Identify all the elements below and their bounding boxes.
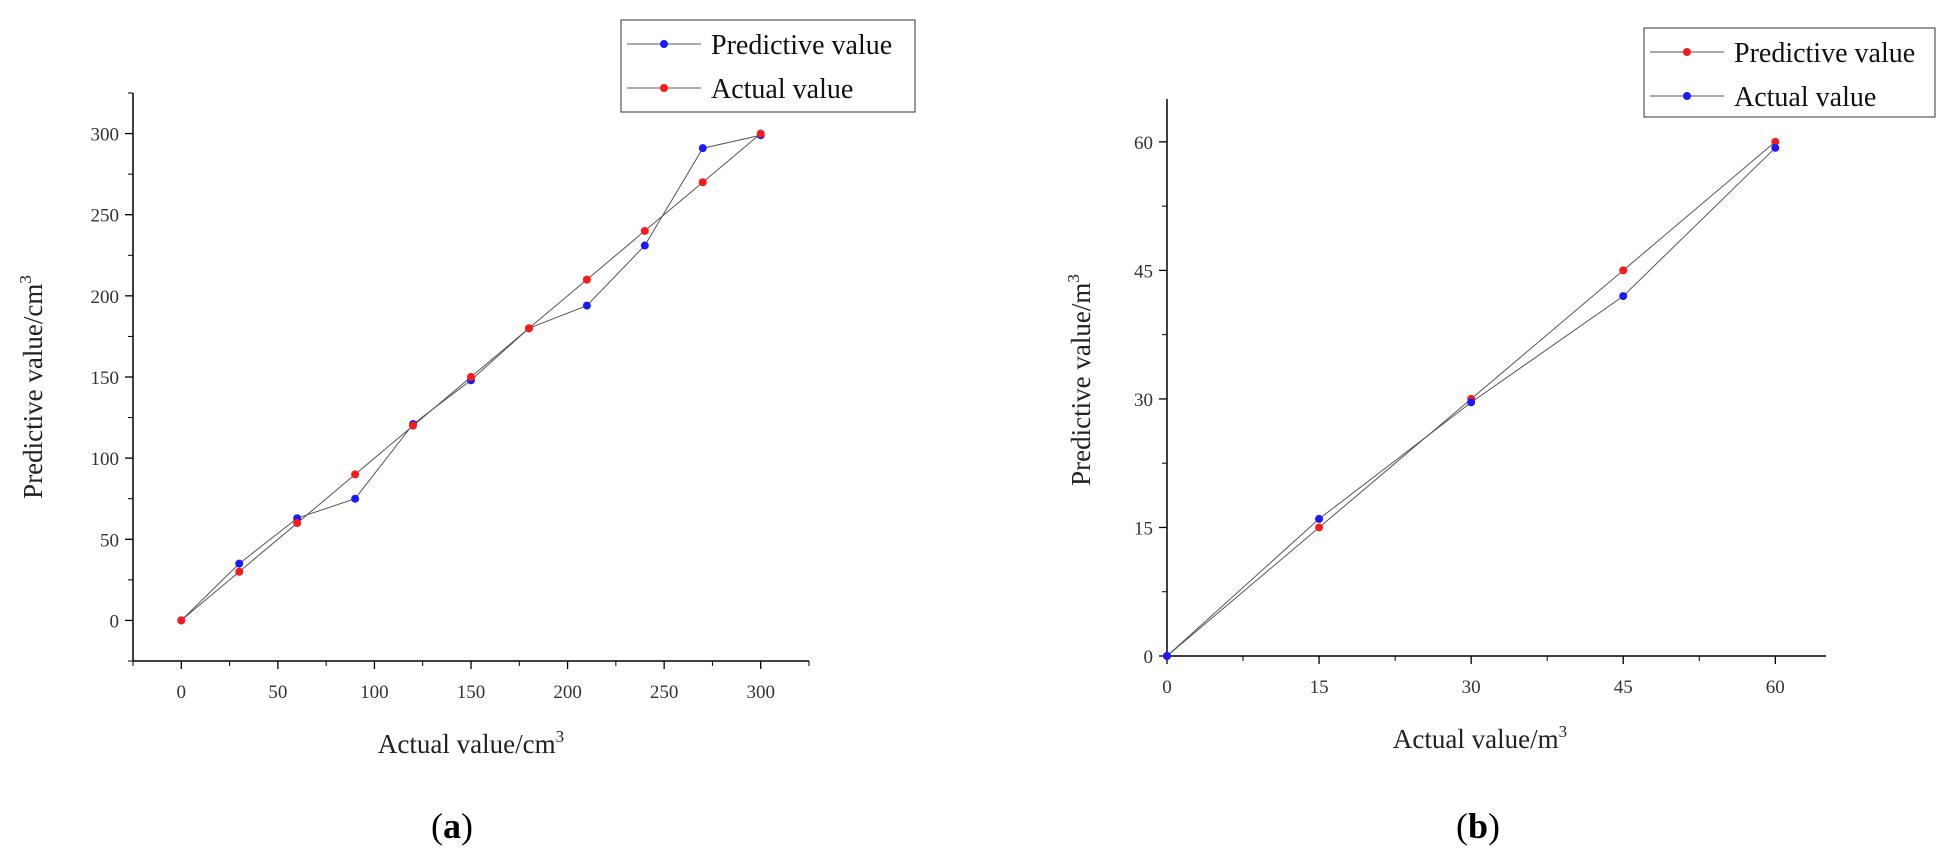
data-point	[640, 241, 649, 250]
panel-caption: (b)	[1456, 806, 1500, 846]
x-tick-label: 30	[1462, 677, 1481, 698]
y-tick-label: 250	[91, 206, 120, 227]
y-tick-label: 60	[1134, 133, 1153, 154]
chart-panel-a: 0 50 100 150 200 250 300 0 50 100 150 200 250 300 Actu…	[16, 19, 916, 846]
data-point	[1771, 143, 1780, 152]
x-axis-title-text: Actual value/m	[1393, 724, 1559, 754]
x-tick-label: 150	[457, 682, 486, 703]
data-point	[698, 144, 707, 153]
x-tick-label: 60	[1766, 677, 1785, 698]
legend: Predictive value Actual value	[620, 19, 916, 113]
data-point	[351, 470, 360, 479]
data-point	[1315, 523, 1324, 532]
legend-box	[1643, 27, 1936, 118]
panel-caption: (a)	[431, 806, 473, 846]
y-tick-label: 45	[1134, 261, 1153, 282]
data-point	[235, 567, 244, 576]
legend-label: Predictive value	[1734, 38, 1915, 69]
y-axis-title: Predictive value/m3	[1064, 274, 1096, 486]
x-axis-title-text: Actual value/cm	[378, 729, 556, 759]
y-axis-title-superscript: 3	[1064, 274, 1083, 283]
y-axis-title-text: Predictive value/m	[1066, 283, 1096, 486]
legend-marker	[1683, 48, 1691, 56]
x-axis-title: Actual value/m3	[1393, 722, 1567, 754]
legend: Predictive value Actual value	[1643, 27, 1936, 118]
y-axis-title-superscript: 3	[16, 275, 35, 284]
data-point	[293, 519, 302, 528]
y-axis-title-text: Predictive value/cm	[18, 284, 48, 499]
y-tick-label: 100	[91, 449, 120, 470]
x-tick-label: 50	[268, 682, 287, 703]
y-tick-label: 200	[91, 287, 120, 308]
y-tick-label: 0	[110, 611, 120, 632]
legend-label: Actual value	[711, 74, 853, 105]
data-point	[582, 275, 591, 284]
data-point	[1467, 398, 1476, 407]
data-point	[640, 226, 649, 235]
panel-caption-close: )	[1488, 806, 1500, 846]
legend-box	[620, 19, 916, 113]
data-point	[409, 421, 418, 430]
x-tick-label: 250	[650, 682, 679, 703]
y-tick-label: 50	[100, 530, 119, 551]
data-point	[1315, 514, 1324, 523]
data-point	[467, 373, 475, 381]
data-point	[582, 301, 591, 310]
data-point	[1619, 292, 1628, 301]
y-tick-label: 150	[91, 368, 120, 389]
panel-caption-letter: a	[443, 806, 461, 846]
legend-marker	[660, 84, 668, 92]
y-tick-label: 15	[1134, 518, 1153, 539]
y-tick-label: 300	[91, 125, 120, 146]
panel-caption-open: (	[431, 806, 443, 846]
data-point	[756, 129, 765, 138]
panel-caption-close: )	[461, 806, 473, 846]
data-point	[1619, 266, 1628, 275]
y-axis-title: Predictive value/cm3	[16, 275, 48, 499]
data-point	[351, 494, 360, 503]
x-tick-label: 200	[553, 682, 582, 703]
data-point	[177, 616, 186, 625]
data-point	[235, 559, 244, 568]
legend-label: Predictive value	[711, 30, 892, 61]
panel-caption-open: (	[1456, 806, 1468, 846]
legend-marker	[1683, 92, 1691, 100]
x-tick-label: 15	[1310, 677, 1329, 698]
x-tick-label: 300	[746, 682, 775, 703]
legend-marker	[660, 40, 668, 48]
data-point	[524, 324, 533, 333]
y-tick-label: 0	[1144, 647, 1154, 668]
data-point	[698, 178, 707, 187]
legend-label: Actual value	[1734, 82, 1876, 113]
panel-caption-letter: b	[1468, 806, 1488, 846]
data-point	[1771, 137, 1780, 146]
x-tick-label: 0	[1162, 677, 1172, 698]
data-point	[1163, 652, 1171, 660]
x-axis-title: Actual value/cm3	[378, 727, 564, 759]
x-axis-title-superscript: 3	[556, 727, 565, 746]
x-tick-label: 0	[177, 682, 187, 703]
x-axis-title-superscript: 3	[1559, 722, 1568, 741]
x-tick-label: 45	[1614, 677, 1633, 698]
y-tick-label: 30	[1134, 390, 1153, 411]
x-tick-label: 100	[360, 682, 389, 703]
